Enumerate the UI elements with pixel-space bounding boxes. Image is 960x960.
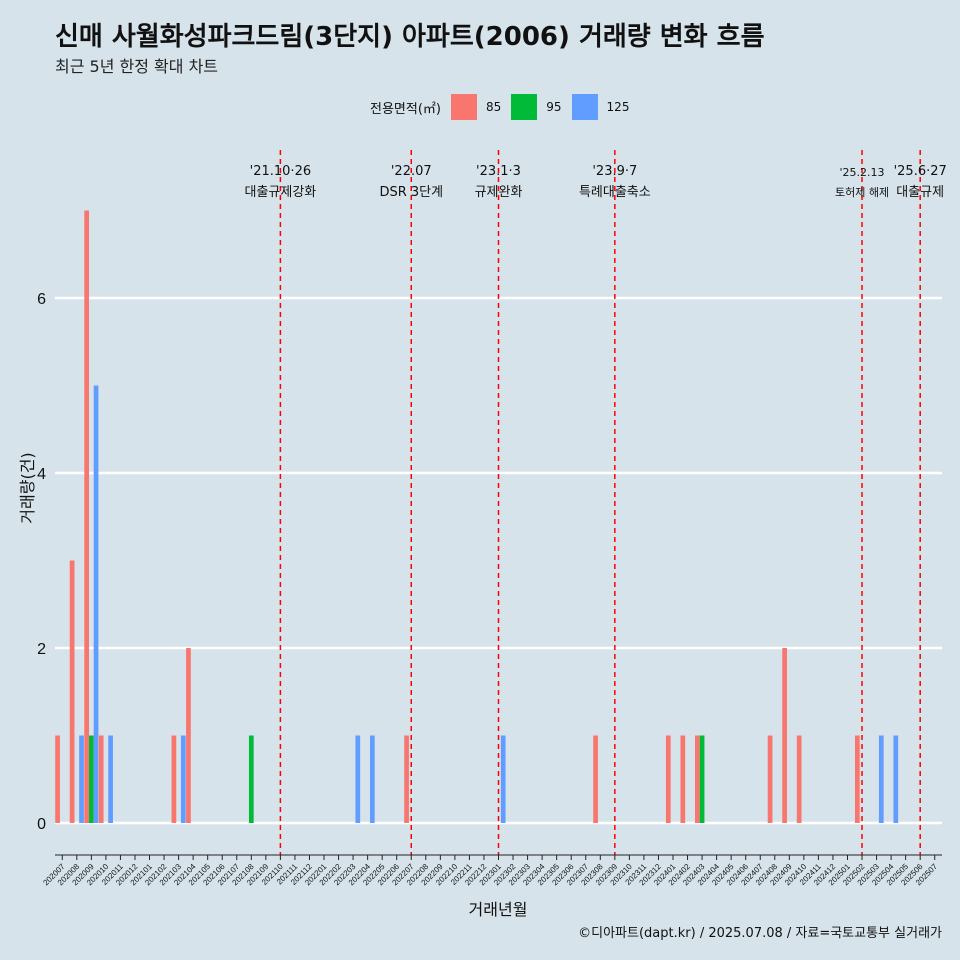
legend: 전용면적(㎡) 85 95 125 [370, 93, 639, 121]
bar-85-202007 [55, 735, 60, 823]
event-date-202502: '25.2.13 [840, 166, 885, 179]
y-tick-label-6: 6 [37, 291, 46, 308]
y-axis-label: 거래량(건) [18, 452, 37, 523]
event-text-202110: 대출규제강화 [245, 185, 317, 200]
legend-label-125: 125 [606, 100, 630, 114]
bar-85-202009 [84, 210, 90, 823]
x-axis-label: 거래년월 [469, 900, 528, 919]
bar-125-202008 [79, 735, 84, 823]
chart-subtitle: 최근 5년 한정 확대 차트 [55, 57, 219, 76]
bar-125-202103 [180, 735, 186, 823]
legend-swatch-125 [571, 94, 598, 120]
legend-swatch-85 [450, 94, 477, 120]
event-text-202309: 특례대출축소 [579, 185, 651, 200]
event-date-202506: '25.6·27 [894, 164, 947, 179]
event-date-202309: '23.9·7 [592, 164, 637, 179]
event-date-202207: '22.07 [391, 164, 432, 179]
event-lines [279, 150, 921, 855]
bar-85-202104 [186, 648, 191, 823]
bar-125-202204 [369, 735, 375, 823]
bar-125-202009 [93, 385, 99, 823]
legend-title: 전용면적(㎡) [370, 101, 441, 117]
bar-125-202301 [500, 735, 506, 823]
event-text-202506: 대출규제 [896, 185, 944, 200]
y-tick-label-0: 0 [37, 816, 46, 833]
source-caption: ©디아파트(dapt.kr) / 2025.07.08 / 자료=국토교통부 실… [578, 926, 942, 941]
event-annotations: '21.10·26 대출규제강화 '22.07 DSR 3단계 '23.1·3 규제완화 '… [245, 164, 947, 200]
bar-85-202308 [593, 735, 598, 823]
bar-85-202502 [854, 735, 860, 823]
y-tick-label-4: 4 [37, 466, 46, 483]
bar-85-202410 [796, 735, 802, 823]
bar-85-202402 [680, 735, 686, 823]
bar-125-202503 [878, 735, 884, 823]
event-text-202207: DSR 3단계 [379, 185, 443, 200]
legend-label-85: 85 [485, 100, 502, 114]
bar-85-202008 [69, 560, 75, 823]
event-text-202301: 규제완화 [475, 185, 523, 200]
bar-95-202403 [699, 735, 705, 823]
event-text-202502: 토허제 해제 [835, 185, 889, 199]
bar-95-202009 [89, 735, 94, 823]
bar-85-202408 [767, 735, 773, 823]
event-date-202110: '21.10·26 [250, 164, 311, 179]
bar-85-202401 [665, 735, 671, 823]
legend-item-125: 125 [571, 94, 630, 120]
bar-125-202203 [355, 735, 361, 823]
bar-125-202504 [893, 735, 899, 823]
legend-item-95: 95 [511, 94, 562, 120]
event-date-202301: '23.1·3 [476, 164, 521, 179]
legend-label-95: 95 [546, 100, 562, 114]
bar-85-202103 [171, 735, 177, 823]
bar-85-202207 [404, 735, 409, 823]
bar-125-202010 [108, 735, 113, 823]
bar-95-202108 [248, 735, 254, 823]
bar-85-202403 [695, 735, 700, 823]
legend-swatch-95 [511, 94, 538, 120]
bar-85-202409 [782, 648, 787, 823]
bar-85-202010 [98, 735, 104, 823]
chart-title: 신매 사월화성파크드림(3단지) 아파트(2006) 거래량 변화 흐름 [55, 22, 765, 52]
y-tick-label-2: 2 [37, 641, 46, 658]
bars [55, 210, 899, 823]
legend-item-85: 85 [450, 94, 502, 120]
